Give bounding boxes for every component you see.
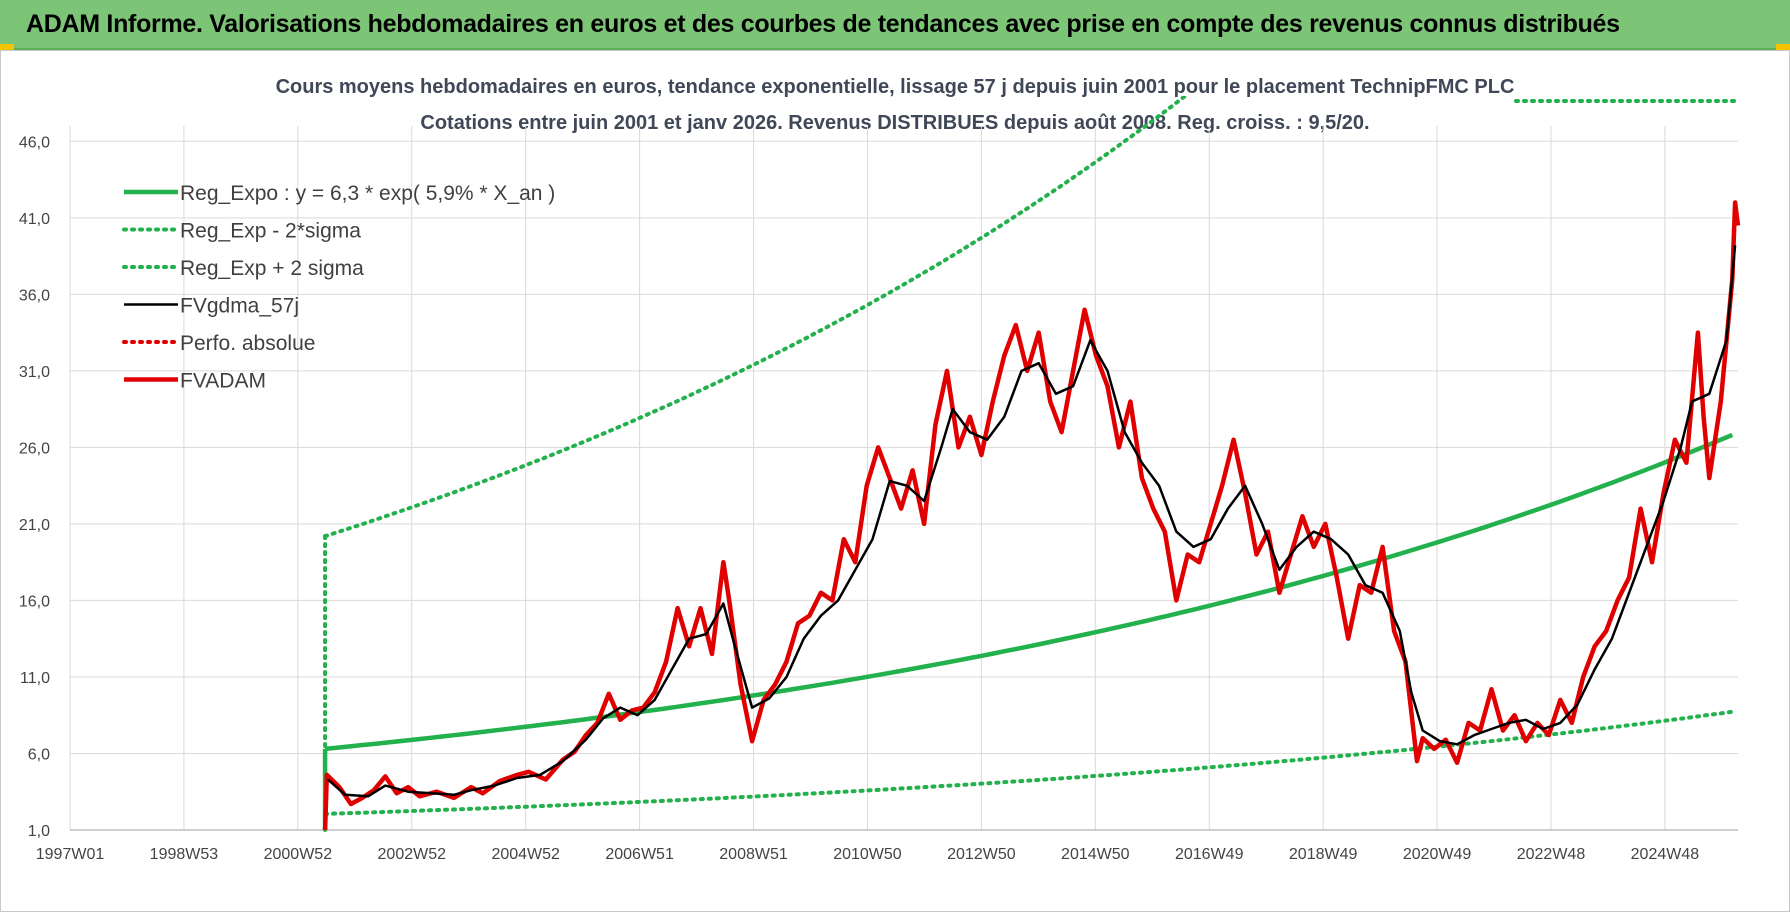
chart-title: Cours moyens hebdomadaires en euros, ten… — [275, 76, 1515, 98]
x-tick-label: 2022W48 — [1517, 846, 1586, 863]
legend-label: Reg_Exp + 2 sigma — [180, 257, 364, 280]
y-tick-label: 11,0 — [20, 670, 50, 687]
series-line — [323, 96, 1189, 539]
series-line — [322, 200, 1741, 831]
y-tick-label: 31,0 — [19, 364, 50, 381]
y-tick-label: 1,0 — [28, 823, 50, 840]
y-tick-label: 21,0 — [19, 517, 50, 534]
x-tick-label: 2006W51 — [605, 846, 674, 863]
chart-subtitle: Cotations entre juin 2001 et janv 2026. … — [420, 112, 1370, 134]
x-tick-label: 2016W49 — [1175, 846, 1244, 863]
legend-label: Reg_Exp - 2*sigma — [180, 220, 361, 243]
y-tick-label: 41,0 — [19, 211, 50, 228]
corner-marker — [0, 44, 14, 50]
y-tick-label: 26,0 — [19, 440, 50, 457]
x-tick-label: 2014W50 — [1061, 846, 1130, 863]
x-tick-label: 2024W48 — [1631, 846, 1700, 863]
x-tick-label: 2000W52 — [264, 846, 333, 863]
y-tick-label: 16,0 — [19, 593, 50, 610]
x-tick-label: 1998W53 — [150, 846, 219, 863]
corner-marker — [1776, 44, 1790, 50]
legend-label: Reg_Expo : y = 6,3 * exp( 5,9% * X_an ) — [180, 182, 555, 205]
legend-label: FVADAM — [180, 370, 266, 393]
legend-label: FVgdma_57j — [180, 295, 299, 318]
x-tick-label: 1997W01 — [36, 846, 105, 863]
x-tick-label: 2002W52 — [378, 846, 447, 863]
y-tick-label: 46,0 — [19, 134, 50, 151]
legend-label: Perfo. absolue — [180, 332, 315, 355]
series-line — [327, 245, 1737, 798]
x-tick-label: 2010W50 — [833, 846, 902, 863]
x-tick-label: 2004W52 — [491, 846, 560, 863]
header-banner: ADAM Informe. Valorisations hebdomadaire… — [0, 0, 1790, 50]
y-tick-label: 6,0 — [28, 746, 50, 763]
x-tick-label: 2008W51 — [719, 846, 788, 863]
series-line — [323, 709, 1735, 816]
y-tick-label: 36,0 — [19, 287, 50, 304]
banner-title: ADAM Informe. Valorisations hebdomadaire… — [26, 10, 1620, 38]
x-tick-label: 2018W49 — [1289, 846, 1358, 863]
x-tick-label: 2012W50 — [947, 846, 1016, 863]
series-line — [324, 432, 1734, 752]
x-tick-label: 2020W49 — [1403, 846, 1472, 863]
